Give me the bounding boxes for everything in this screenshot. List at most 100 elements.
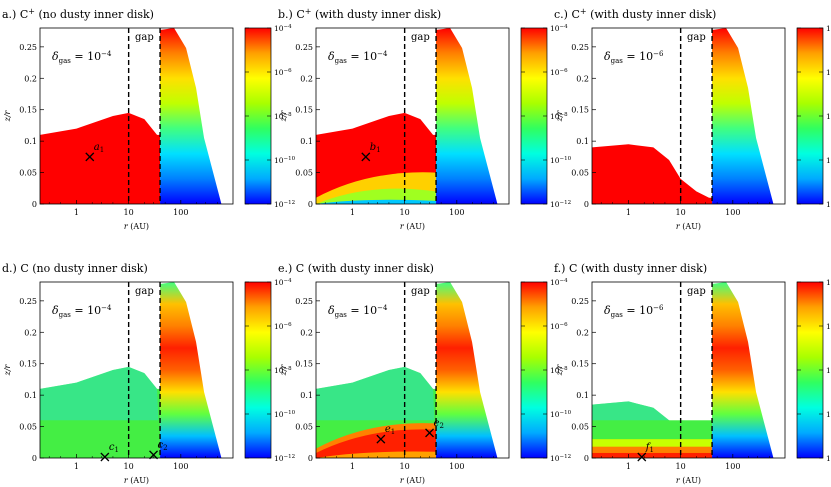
x-tick-label: 100 xyxy=(173,462,188,471)
colorbar-tick-label: 10−8 xyxy=(274,366,292,375)
colorbar-tick-label: 10−6 xyxy=(274,68,292,77)
x-tick-label: 100 xyxy=(725,462,740,471)
gap-label: gap xyxy=(687,32,706,43)
colorbar-tick-label: 10−6 xyxy=(550,68,568,77)
plot-area xyxy=(316,28,498,204)
colorbar-tick-label: 10−6 xyxy=(274,322,292,331)
x-tick-label: 10 xyxy=(676,462,686,471)
y-tick-label: 0 xyxy=(32,454,37,463)
plot-frame xyxy=(315,281,510,459)
x-tick-label: 1 xyxy=(74,462,79,471)
colorbar-tick-label: 10−4 xyxy=(550,24,568,33)
plot-area xyxy=(592,28,774,204)
outer-disk xyxy=(160,28,222,204)
y-tick-label: 0.15 xyxy=(19,106,37,115)
panel-a: a.) C+ (no dusty inner disk) gap δgas = 10… xyxy=(2,7,296,231)
y-tick-label: 0.15 xyxy=(19,360,37,369)
panel-title: f.) C (with dusty inner disk) xyxy=(554,262,707,275)
panel-e: e.) C (with dusty inner disk) gap δgas = 1… xyxy=(278,262,572,485)
y-tick-label: 0.1 xyxy=(576,137,589,146)
x-tick-label: 1 xyxy=(74,208,79,217)
colorbar-tick-label: 10−8 xyxy=(550,366,568,375)
y-tick-label: 0 xyxy=(308,454,313,463)
y-tick-label: 0.15 xyxy=(295,106,313,115)
delta-label: δgas = 10−4 xyxy=(328,50,388,65)
y-axis-label: z/r xyxy=(279,109,288,122)
x-tick-label: 100 xyxy=(725,208,740,217)
gap-label: gap xyxy=(687,286,706,297)
delta-label: δgas = 10−6 xyxy=(604,50,664,65)
colorbar-tick-label: 10−6 xyxy=(826,68,831,77)
y-tick-label: 0.25 xyxy=(19,43,37,52)
marker-f1: f1 xyxy=(637,442,654,462)
y-tick-label: 0.05 xyxy=(295,423,313,432)
marker-c2: c2 xyxy=(149,440,168,460)
colorbar-tick-label: 10−8 xyxy=(550,112,568,121)
panel-title: a.) C+ (no dusty inner disk) xyxy=(2,7,154,21)
x-tick-label: 100 xyxy=(449,462,464,471)
dusty-midplane-core xyxy=(316,199,437,204)
y-tick-label: 0.2 xyxy=(576,328,589,337)
y-axis-label: z/r xyxy=(3,109,12,122)
x-tick-label: 1 xyxy=(350,462,355,471)
x-tick-label: 10 xyxy=(676,208,686,217)
plot-frame xyxy=(591,281,786,459)
colorbar-tick-label: 10−4 xyxy=(274,278,292,287)
y-tick-label: 0.25 xyxy=(19,297,37,306)
y-tick-label: 0.1 xyxy=(24,137,37,146)
y-tick-label: 0.2 xyxy=(300,328,313,337)
colorbar-tick-label: 10−8 xyxy=(826,112,831,121)
y-tick-label: 0.25 xyxy=(295,43,313,52)
colorbar-tick-label: 10−10 xyxy=(274,410,296,419)
x-axis-label: r (AU) xyxy=(676,222,701,231)
x-axis-label: r (AU) xyxy=(400,222,425,231)
colorbar-tick-label: 10−12 xyxy=(550,200,571,209)
plot-area xyxy=(40,28,222,204)
outer-disk xyxy=(712,28,774,204)
x-axis-label: r (AU) xyxy=(400,476,425,485)
colorbar-tick-label: 10−4 xyxy=(274,24,292,33)
y-tick-label: 0.05 xyxy=(571,423,589,432)
x-axis-label: r (AU) xyxy=(124,222,149,231)
x-tick-label: 100 xyxy=(173,208,188,217)
y-tick-label: 0.15 xyxy=(571,360,589,369)
marker-c1: c1 xyxy=(100,442,119,462)
panel-title: c.) C+ (with dusty inner disk) xyxy=(554,7,716,21)
marker-label: e2 xyxy=(434,418,444,430)
y-axis-label: z/r xyxy=(555,109,564,122)
colorbar-tick-label: 10−10 xyxy=(826,156,831,165)
colorbar-tick-label: 10−10 xyxy=(550,410,572,419)
marker-label: f1 xyxy=(645,442,654,454)
panel-f: f.) C (with dusty inner disk) gap δgas = 1… xyxy=(554,262,831,485)
marker-e2: e2 xyxy=(425,418,444,438)
y-tick-label: 0.1 xyxy=(24,391,37,400)
marker-a1: a1 xyxy=(85,142,104,162)
outer-disk xyxy=(436,28,498,204)
x-tick-label: 10 xyxy=(124,462,134,471)
y-tick-label: 0.05 xyxy=(19,423,37,432)
colorbar-tick-label: 10−12 xyxy=(826,200,831,209)
y-axis-label: z/r xyxy=(279,363,288,376)
y-axis-label: z/r xyxy=(3,363,12,376)
y-tick-label: 0.15 xyxy=(571,106,589,115)
y-tick-label: 0.15 xyxy=(295,360,313,369)
panel-title: b.) C+ (with dusty inner disk) xyxy=(278,7,441,21)
panel-title: d.) C (no dusty inner disk) xyxy=(2,262,148,275)
inner-disk xyxy=(40,112,161,204)
gap-label: gap xyxy=(411,32,430,43)
y-tick-label: 0.2 xyxy=(576,74,589,83)
outer-disk xyxy=(160,282,222,458)
plot-frame xyxy=(39,281,234,459)
y-tick-label: 0.2 xyxy=(300,74,313,83)
colorbar-tick-label: 10−6 xyxy=(826,322,831,331)
colorbar-tick-label: 10−12 xyxy=(550,454,571,463)
colorbar-tick-label: 10−8 xyxy=(826,366,831,375)
colorbar-tick-label: 10−12 xyxy=(274,454,295,463)
x-tick-label: 10 xyxy=(124,208,134,217)
outer-disk xyxy=(712,282,774,458)
colorbar-tick-label: 10−4 xyxy=(550,278,568,287)
x-axis-label: r (AU) xyxy=(676,476,701,485)
panel-b: b.) C+ (with dusty inner disk) gap δgas = … xyxy=(278,7,572,231)
gap-label: gap xyxy=(411,286,430,297)
y-tick-label: 0.25 xyxy=(295,297,313,306)
